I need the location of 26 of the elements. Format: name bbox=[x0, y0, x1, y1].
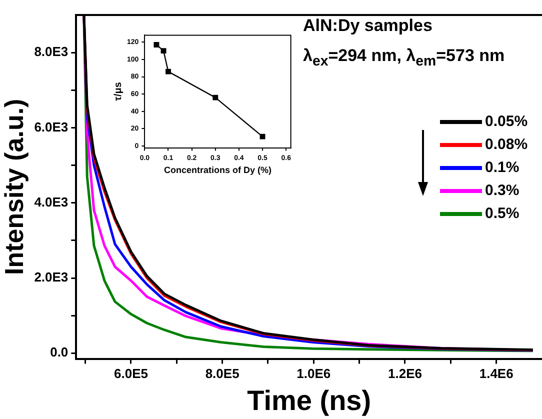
legend-label: 0.1% bbox=[485, 159, 520, 176]
annotation: AlN:Dy samples bbox=[303, 16, 432, 36]
point bbox=[154, 42, 160, 48]
annotation: λ$_{ex}$=294 nm, λ$_{em}$=573 nm bbox=[303, 46, 505, 70]
legend-label: 0.08% bbox=[485, 136, 528, 153]
point bbox=[160, 48, 166, 54]
point bbox=[166, 68, 171, 74]
x-tick-label: 6.0E5 bbox=[114, 366, 148, 382]
y-tick-label: 8.0E3 bbox=[34, 44, 68, 60]
y-tick-label: 0.0 bbox=[50, 344, 68, 360]
y-axis-title: Intensity (a.u.) bbox=[0, 98, 29, 276]
x-tick-label: 1.4E6 bbox=[479, 366, 514, 382]
legend-label: 0.05% bbox=[485, 113, 528, 130]
x-tick-label: 1.2E6 bbox=[388, 366, 422, 382]
x-axis-title: Time (ns) bbox=[247, 384, 372, 416]
x-tick-label: 8.0E5 bbox=[205, 366, 240, 382]
y-tick-label: 6.0E3 bbox=[34, 119, 68, 134]
x-tick-label: 1.0E6 bbox=[296, 366, 331, 382]
point bbox=[212, 94, 218, 100]
y-tick-label: 4.0E3 bbox=[34, 194, 68, 210]
y-axis-title: τ/μs bbox=[112, 82, 124, 101]
point bbox=[260, 134, 266, 140]
legend-label: 0.5% bbox=[485, 205, 520, 222]
y-tick-label: 2.0E3 bbox=[34, 270, 68, 285]
x-axis-title: Concentrations of Dy (%) bbox=[164, 165, 272, 176]
legend-label: 0.3% bbox=[485, 182, 520, 199]
